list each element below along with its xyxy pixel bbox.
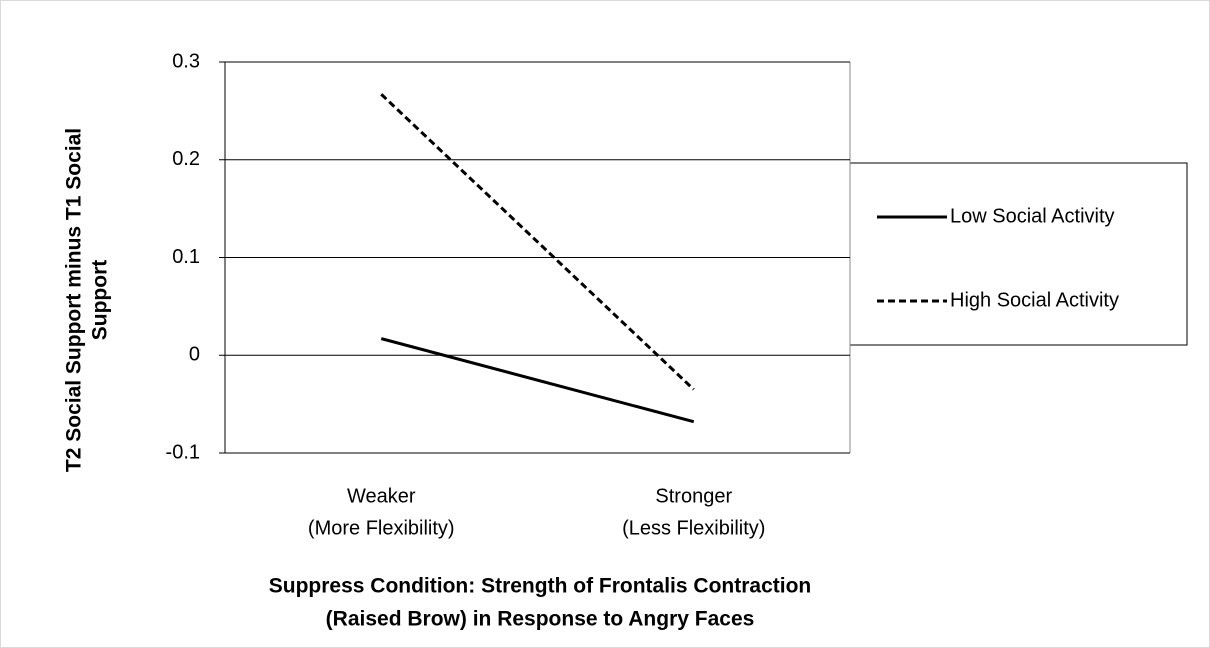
x-axis-title: Suppress Condition: Strength of Frontali… xyxy=(269,575,811,598)
x-tick-label: (Less Flexibility) xyxy=(622,517,765,539)
y-axis-title: T2 Social Support minus T1 Social Suppor… xyxy=(63,128,112,472)
y-tick-label: -0.1 xyxy=(166,441,200,463)
series-line xyxy=(380,93,695,391)
series-line xyxy=(380,337,695,424)
y-axis-title-line: T2 Social Support minus T1 Social xyxy=(63,128,86,472)
x-tick-label: Stronger xyxy=(655,485,732,507)
y-axis-title-line: Support xyxy=(89,260,112,340)
y-tick-label: 0.2 xyxy=(172,148,200,170)
y-tick-label: 0.3 xyxy=(172,50,200,72)
x-tick-label: (More Flexibility) xyxy=(308,517,455,539)
legend-box xyxy=(849,162,1188,346)
legend-label: Low Social Activity xyxy=(950,205,1115,227)
x-axis-title: (Raised Brow) in Response to Angry Faces xyxy=(326,608,755,631)
x-tick-label: Weaker xyxy=(347,485,416,507)
y-tick-label: 0 xyxy=(189,344,200,366)
legend-label: High Social Activity xyxy=(950,289,1119,311)
y-tick-label: 0.1 xyxy=(172,246,200,268)
